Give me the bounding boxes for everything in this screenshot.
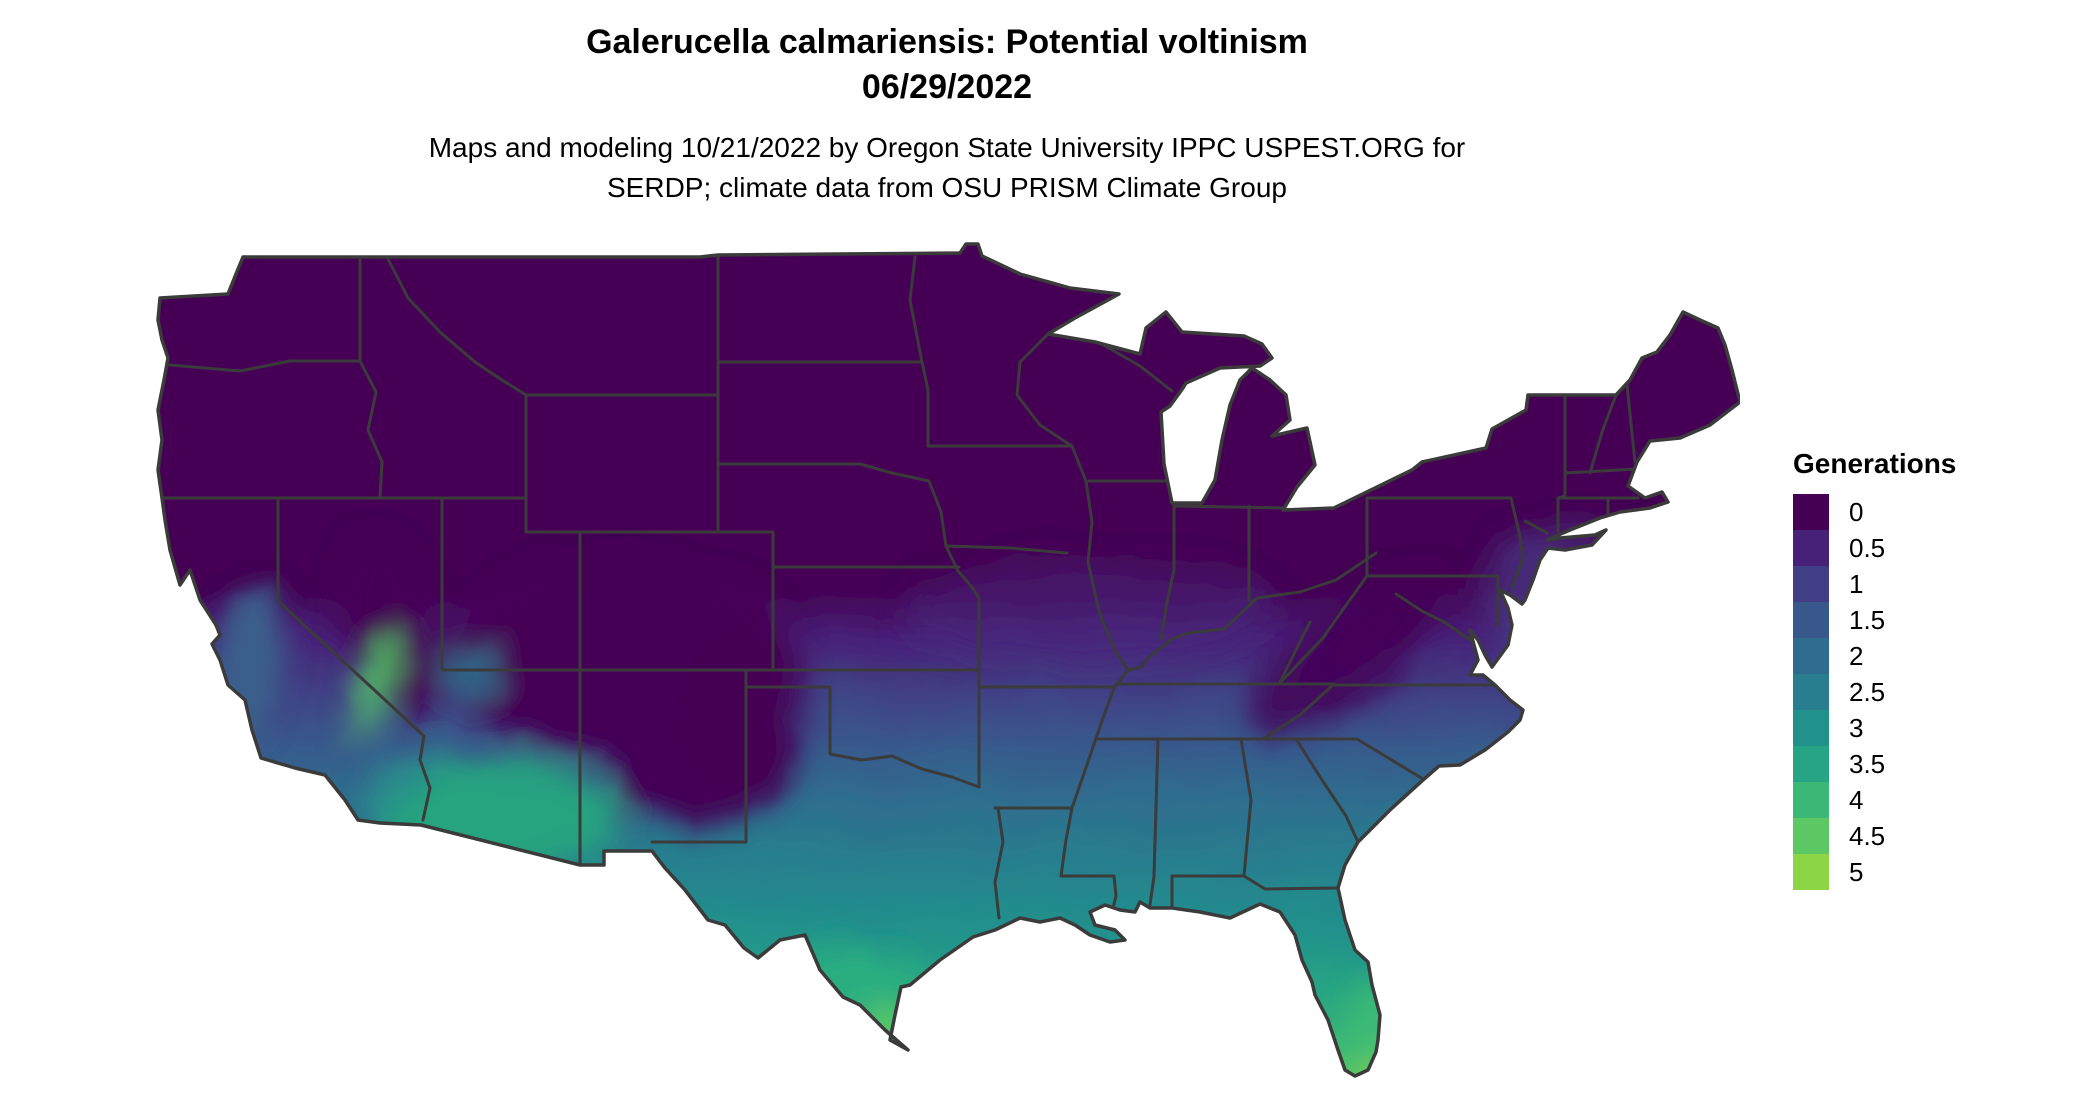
map-subtitle-line2: SERDP; climate data from OSU PRISM Clima… [607, 172, 1287, 203]
legend-row: 4 [1793, 782, 1956, 818]
us-voltinism-map [140, 240, 1742, 1100]
legend-row: 1.5 [1793, 602, 1956, 638]
map-header: Galerucella calmariensis: Potential volt… [140, 20, 1754, 110]
legend-swatch [1793, 674, 1829, 710]
legend-swatch [1793, 746, 1829, 782]
map-subtitle-line1: Maps and modeling 10/21/2022 by Oregon S… [428, 132, 1466, 163]
legend-label: 0.5 [1849, 532, 1886, 563]
legend-label: 2 [1849, 640, 1864, 671]
legend-row: 3 [1793, 710, 1956, 746]
legend-row: 5 [1793, 854, 1956, 890]
state-borders-group [160, 255, 1640, 920]
south-texas-green-patch [773, 948, 943, 1072]
legend-swatch [1793, 566, 1829, 602]
legend-swatch [1793, 638, 1829, 674]
us-outline [156, 242, 1742, 1078]
legend-row: 2.5 [1793, 674, 1956, 710]
mojave-teal-patch [438, 646, 502, 698]
us-map-svg [156, 242, 1742, 1078]
map-title: Galerucella calmariensis: Potential volt… [586, 23, 1308, 61]
legend-swatch [1793, 602, 1829, 638]
legend-row: 4.5 [1793, 818, 1956, 854]
legend-row: 1 [1793, 566, 1956, 602]
legend: Generations 0 0.5 1 1.5 2 2.5 3 3.5 4 4.5 5 [1793, 448, 1956, 890]
legend-label: 4 [1849, 784, 1864, 815]
legend-label: 1.5 [1849, 604, 1886, 635]
legend-label: 3 [1849, 712, 1864, 743]
legend-label: 1 [1849, 568, 1864, 599]
legend-swatch [1793, 530, 1829, 566]
state-borders [160, 255, 1640, 920]
desert-green-streak [349, 630, 403, 740]
legend-swatch [1793, 710, 1829, 746]
legend-swatch [1793, 854, 1829, 890]
legend-rows: 0 0.5 1 1.5 2 2.5 3 3.5 4 4.5 5 [1793, 494, 1956, 890]
highplains-dark-patch [680, 625, 800, 795]
legend-row: 2 [1793, 638, 1956, 674]
legend-swatch [1793, 494, 1829, 530]
legend-swatch [1793, 818, 1829, 854]
legend-label: 2.5 [1849, 676, 1886, 707]
legend-label: 4.5 [1849, 820, 1886, 851]
legend-row: 0 [1793, 494, 1956, 530]
legend-row: 0.5 [1793, 530, 1956, 566]
legend-label: 0 [1849, 496, 1864, 527]
legend-label: 5 [1849, 856, 1864, 887]
map-date: 06/29/2022 [861, 68, 1033, 106]
midwest-light-patch [900, 560, 1280, 664]
legend-row: 3.5 [1793, 746, 1956, 782]
map-subtitle: Maps and modeling 10/21/2022 by Oregon S… [140, 128, 1754, 208]
legend-title: Generations [1793, 448, 1957, 479]
legend-label: 3.5 [1849, 748, 1886, 779]
appalachia-dark-patch [1251, 575, 1439, 735]
legend-swatch [1793, 782, 1829, 818]
